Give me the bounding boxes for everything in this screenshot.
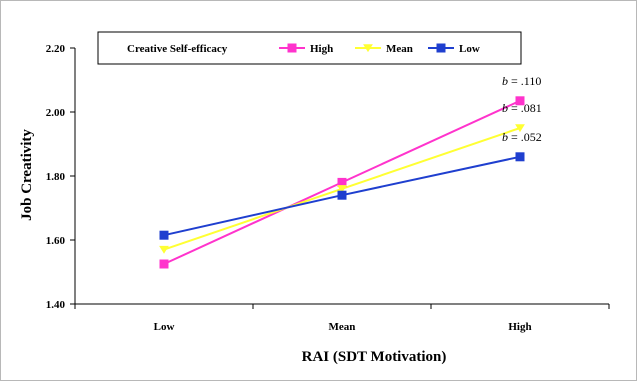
y-tick-label: 1.40 <box>46 299 66 311</box>
data-point-low <box>515 152 525 162</box>
data-point-mean <box>337 185 347 193</box>
x-tick-label: Low <box>154 321 175 333</box>
legend-title: Creative Self-efficacy <box>127 43 228 55</box>
x-tick-labels: Low Mean High <box>154 321 532 333</box>
slope-label-mean: b = .081 <box>502 101 542 115</box>
legend-label-high: High <box>310 43 333 55</box>
legend-marker-high <box>287 43 297 53</box>
data-point-mean <box>515 124 525 133</box>
y-tick-labels: 1.40 1.60 1.80 2.00 2.20 <box>46 43 66 311</box>
data-point-high <box>159 259 169 269</box>
x-tick-label: Mean <box>329 321 356 333</box>
x-tick-label: High <box>508 321 531 333</box>
data-point-low <box>159 230 169 240</box>
legend-marker-mean <box>363 44 373 53</box>
data-point-low <box>337 190 347 200</box>
slope-labels: b = .110 b = .081 b = .052 <box>502 74 542 144</box>
y-tick-label: 1.60 <box>46 235 66 247</box>
y-tick-label: 2.00 <box>46 107 66 119</box>
legend-label-mean: Mean <box>386 43 413 55</box>
data-point-mean <box>159 245 169 254</box>
slope-label-low: b = .052 <box>502 130 542 144</box>
axes <box>70 47 610 309</box>
series-markers <box>159 96 525 269</box>
data-point-high <box>515 96 525 106</box>
legend: Creative Self-efficacy High Mean Low <box>97 31 522 65</box>
legend-marker-low <box>436 43 446 53</box>
x-axis-title: RAI (SDT Motivation) <box>302 349 447 365</box>
y-tick-label: 2.20 <box>46 43 66 55</box>
y-tick-label: 1.80 <box>46 171 66 183</box>
slope-label-high: b = .110 <box>502 74 541 88</box>
y-axis-title: Job Creativity <box>19 129 35 221</box>
legend-items: High Mean Low <box>279 43 480 55</box>
legend-label-low: Low <box>459 43 480 55</box>
